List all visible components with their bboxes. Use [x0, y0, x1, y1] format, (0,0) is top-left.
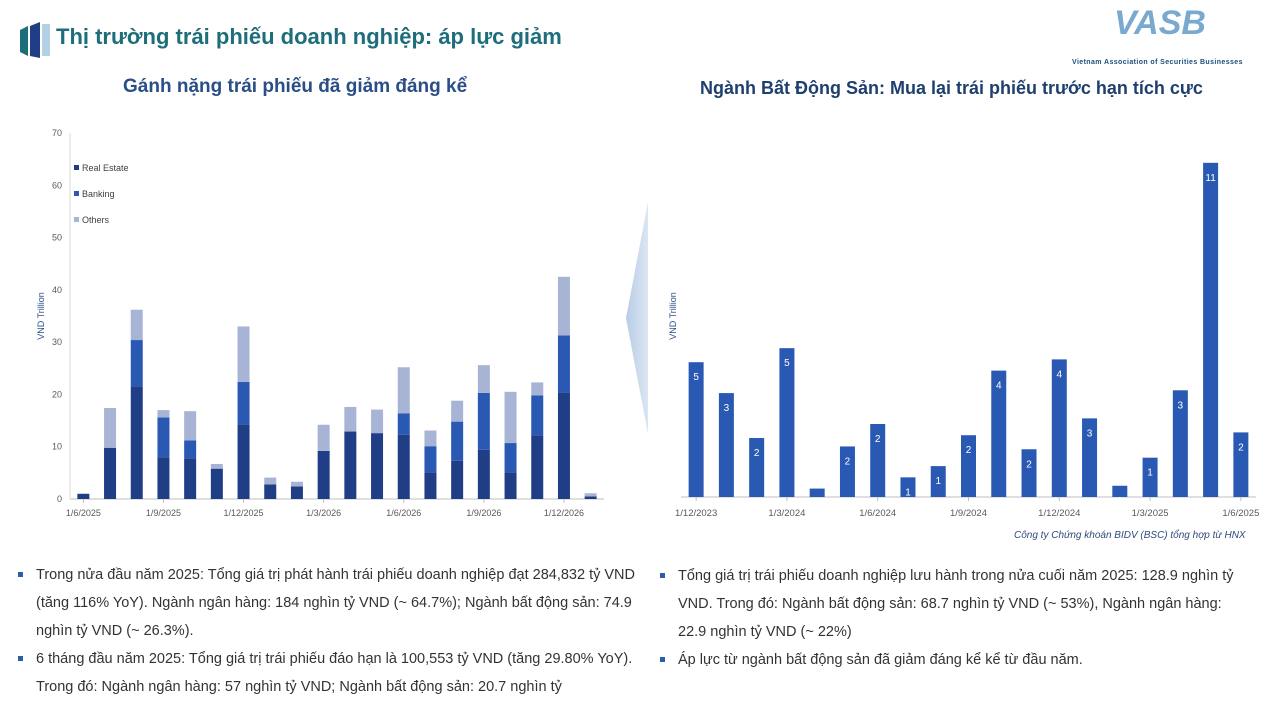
- bar-segment-real-estate: [290, 486, 303, 499]
- bar-segment-others: [584, 493, 597, 497]
- y-tick-label: 10: [52, 442, 62, 452]
- source-note: Công ty Chứng khoán BIDV (BSC) tổng hợp …: [1014, 530, 1246, 541]
- bullet-icon: [660, 573, 665, 578]
- legend-label: Banking: [82, 189, 115, 199]
- bar-segment-others: [317, 424, 330, 451]
- bar-segment-others: [504, 391, 517, 444]
- connector-triangle: [626, 202, 648, 434]
- bar-segment-others: [531, 382, 544, 396]
- x-tick-label: 1/3/2026: [306, 508, 341, 518]
- bar-segment-real-estate: [344, 431, 357, 499]
- bar-segment-real-estate: [424, 472, 437, 499]
- logo-subtitle: Vietnam Association of Securities Busine…: [1072, 59, 1243, 66]
- bar-segment-others: [424, 430, 437, 447]
- bar-segment-real-estate: [77, 493, 90, 499]
- bar-segment-real-estate: [317, 450, 330, 499]
- y-tick-label: 50: [52, 233, 62, 243]
- bullet-item: Áp lực từ ngành bất động sản đã giảm đán…: [658, 646, 1236, 674]
- bar-segment-real-estate: [264, 484, 277, 499]
- bullet-item: Tổng giá trị trái phiếu doanh nghiệp lưu…: [658, 562, 1236, 646]
- bullet-item: 6 tháng đầu năm 2025: Tổng giá trị trái …: [16, 645, 642, 701]
- bullets-right: Tổng giá trị trái phiếu doanh nghiệp lưu…: [658, 562, 1236, 674]
- x-tick-label: 1/6/2026: [386, 508, 421, 518]
- y-tick-label: 0: [57, 494, 62, 504]
- bar-segment-others: [371, 409, 384, 434]
- bar-segment-real-estate: [504, 472, 517, 499]
- y-axis-label: VND Trillion: [36, 292, 46, 340]
- bar-segment-real-estate: [584, 496, 597, 499]
- bar-segment-banking: [397, 413, 410, 435]
- bar-segment-others: [210, 463, 223, 469]
- svg-text:VASB: VASB: [1114, 4, 1206, 38]
- bullet-text: Tổng giá trị trái phiếu doanh nghiệp lưu…: [678, 568, 1234, 640]
- bar-segment-banking: [130, 340, 143, 387]
- bar-segment-others: [290, 481, 303, 487]
- title-mark-icon: [20, 22, 50, 58]
- bullets-left: Trong nửa đầu năm 2025: Tổng giá trị phá…: [16, 561, 642, 701]
- bar-segment-banking: [157, 417, 170, 458]
- bullet-icon: [18, 656, 23, 661]
- bar-segment-banking: [531, 395, 544, 436]
- bullet-text: Trong nửa đầu năm 2025: Tổng giá trị phá…: [36, 567, 635, 639]
- bar-segment-real-estate: [184, 458, 197, 499]
- bar-segment-real-estate: [210, 468, 223, 499]
- bar-segment-others: [184, 411, 197, 441]
- bar-segment-real-estate: [237, 424, 250, 499]
- bar-segment-banking: [557, 335, 570, 393]
- y-tick-label: 70: [52, 128, 62, 138]
- bar-segment-others: [397, 367, 410, 414]
- x-tick-label: 1/12/2026: [544, 508, 584, 518]
- bar-segment-others: [557, 276, 570, 336]
- bullet-icon: [660, 657, 665, 662]
- bar-segment-real-estate: [371, 433, 384, 499]
- x-tick-label: 1/12/2025: [224, 508, 264, 518]
- x-tick-label: 1/9/2026: [466, 508, 501, 518]
- vasb-logo: VASB: [1114, 4, 1206, 38]
- x-tick-label: 1/9/2025: [146, 508, 181, 518]
- bar-segment-banking: [477, 392, 490, 450]
- bar-segment-real-estate: [397, 434, 410, 499]
- bar-segment-others: [451, 400, 464, 422]
- y-tick-label: 40: [52, 285, 62, 295]
- bar-segment-banking: [424, 446, 437, 473]
- bar-segment-real-estate: [557, 392, 570, 499]
- bullet-item: Trong nửa đầu năm 2025: Tổng giá trị phá…: [16, 561, 642, 645]
- bar-segment-others: [157, 410, 170, 418]
- legend-swatch: [74, 191, 79, 196]
- y-tick-label: 30: [52, 337, 62, 347]
- left-chart-title: Gánh nặng trái phiếu đã giảm đáng kể: [123, 76, 468, 97]
- bar-segment-real-estate: [531, 435, 544, 499]
- page-title: Thị trường trái phiếu doanh nghiệp: áp l…: [56, 24, 562, 49]
- bar-segment-real-estate: [104, 447, 117, 499]
- bullet-text: 6 tháng đầu năm 2025: Tổng giá trị trái …: [36, 651, 633, 695]
- bullet-icon: [18, 572, 23, 577]
- x-tick-label: 1/6/2025: [66, 508, 101, 518]
- bar-segment-banking: [237, 381, 250, 425]
- legend-label: Real Estate: [82, 163, 129, 173]
- y-tick-label: 60: [52, 180, 62, 190]
- bar-segment-others: [477, 365, 490, 393]
- bar-segment-others: [344, 406, 357, 432]
- bar-segment-others: [237, 326, 250, 382]
- bar-segment-others: [104, 408, 117, 448]
- y-tick-label: 20: [52, 389, 62, 399]
- bar-segment-banking: [504, 443, 517, 473]
- right-chart-title: Ngành Bất Động Sản: Mua lại trái phiếu t…: [700, 78, 1203, 98]
- legend-swatch: [74, 165, 79, 170]
- bar-segment-banking: [184, 440, 197, 459]
- bar-segment-real-estate: [451, 460, 464, 499]
- legend-label: Others: [82, 215, 110, 225]
- legend-swatch: [74, 217, 79, 222]
- bar-segment-real-estate: [157, 457, 170, 499]
- bullet-text: Áp lực từ ngành bất động sản đã giảm đán…: [678, 652, 1083, 668]
- bar-segment-others: [264, 477, 277, 485]
- bar-segment-banking: [451, 421, 464, 461]
- bar-segment-real-estate: [477, 449, 490, 499]
- bar-segment-real-estate: [130, 386, 143, 499]
- bar-segment-others: [130, 309, 143, 341]
